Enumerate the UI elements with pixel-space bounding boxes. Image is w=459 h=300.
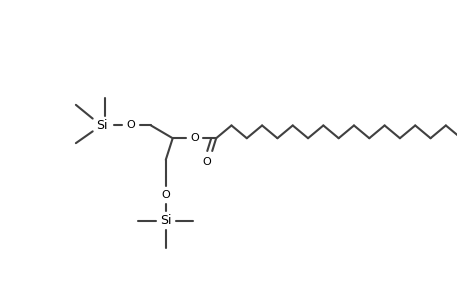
Text: O: O (190, 133, 198, 143)
Text: O: O (127, 121, 135, 130)
Text: Si: Si (95, 119, 107, 132)
Text: O: O (202, 157, 210, 167)
Text: Si: Si (160, 214, 171, 227)
Text: O: O (161, 190, 170, 200)
